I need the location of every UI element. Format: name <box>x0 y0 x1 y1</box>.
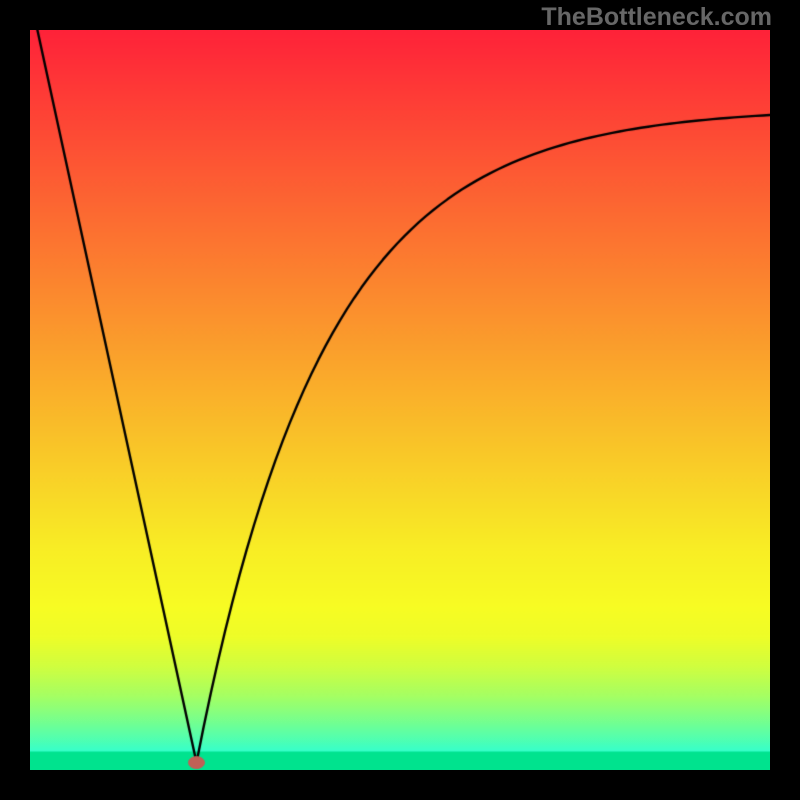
plot-canvas <box>30 30 770 770</box>
plot-area <box>30 30 770 770</box>
watermark-text: TheBottleneck.com <box>541 3 772 32</box>
chart-frame: TheBottleneck.com <box>0 0 800 800</box>
